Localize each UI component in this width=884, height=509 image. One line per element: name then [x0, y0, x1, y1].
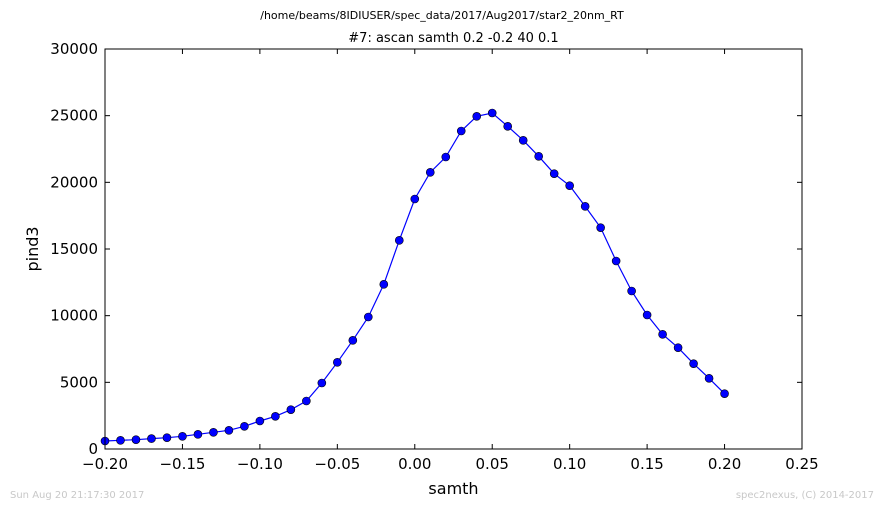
data-point: [364, 312, 373, 322]
x-tick-label: −0.05: [314, 455, 360, 473]
data-point: [565, 181, 574, 190]
x-tick-label: 0.15: [630, 455, 663, 473]
data-point: [224, 426, 234, 435]
chart-title: #7: ascan samth 0.2 -0.2 40 0.1: [348, 31, 558, 46]
data-point: [178, 432, 187, 441]
x-axis-label: samth: [428, 479, 478, 498]
y-tick-label: 5000: [60, 373, 98, 391]
data-point: [720, 389, 729, 398]
x-axis-ticks: −0.20 −0.15 −0.10 −0.05 0.00 0.05 0.10 0.15 0.20…: [82, 49, 819, 473]
data-point: [147, 434, 156, 443]
x-tick-label: −0.10: [237, 455, 283, 473]
y-axis-label: pind3: [23, 226, 42, 271]
y-tick-label: 0: [88, 440, 98, 458]
data-point: [611, 256, 621, 266]
data-point: [333, 358, 342, 367]
data-point: [209, 428, 218, 437]
data-point: [193, 430, 203, 439]
data-point: [162, 433, 172, 442]
data-point: [131, 435, 141, 444]
x-tick-label: 0.05: [476, 455, 509, 473]
x-tick-label: −0.15: [159, 455, 205, 473]
x-tick-label: 0.25: [785, 455, 818, 473]
series-line: [104, 112, 725, 442]
data-point: [596, 223, 605, 232]
data-point: [689, 359, 698, 368]
data-point: [425, 168, 435, 177]
y-tick-label: 25000: [50, 107, 98, 125]
x-tick-label: 0.10: [553, 455, 586, 473]
data-point: [379, 280, 389, 289]
data-point: [348, 336, 358, 345]
footer-credit: spec2nexus, (C) 2014-2017: [736, 490, 874, 501]
axes-frame: [104, 48, 803, 450]
footer-timestamp: Sun Aug 20 21:17:30 2017: [10, 490, 144, 501]
y-tick-label: 10000: [50, 307, 98, 325]
data-point: [580, 202, 590, 211]
data-point: [271, 412, 280, 421]
figure-suptitle: /home/beams/8IDIUSER/spec_data/2017/Aug2…: [260, 9, 624, 22]
data-point: [642, 310, 652, 320]
data-point: [394, 236, 404, 245]
data-point: [518, 136, 528, 145]
data-point: [116, 436, 125, 445]
y-tick-label: 30000: [50, 40, 98, 58]
data-point: [410, 194, 420, 204]
data-point: [286, 405, 296, 414]
data-point: [503, 122, 513, 131]
y-axis-ticks: 0 5000 10000 15000 20000 25000 30000: [50, 40, 802, 458]
data-point: [317, 378, 327, 388]
data-point: [255, 416, 265, 426]
data-point: [472, 112, 482, 121]
data-point: [487, 108, 497, 118]
x-tick-label: 0.20: [708, 455, 741, 473]
data-point: [456, 126, 466, 136]
data-point: [627, 286, 636, 296]
y-tick-label: 15000: [50, 240, 98, 258]
data-point: [441, 152, 451, 162]
plot-area: [100, 48, 803, 450]
data-point: [534, 152, 543, 161]
data-point: [704, 374, 714, 383]
data-point: [673, 343, 683, 352]
x-tick-label: −0.20: [82, 455, 128, 473]
data-point: [658, 330, 667, 339]
x-tick-label: 0.00: [398, 455, 431, 473]
data-point: [549, 169, 559, 178]
data-point: [240, 422, 249, 431]
y-tick-label: 20000: [50, 173, 98, 191]
data-point: [302, 396, 311, 406]
